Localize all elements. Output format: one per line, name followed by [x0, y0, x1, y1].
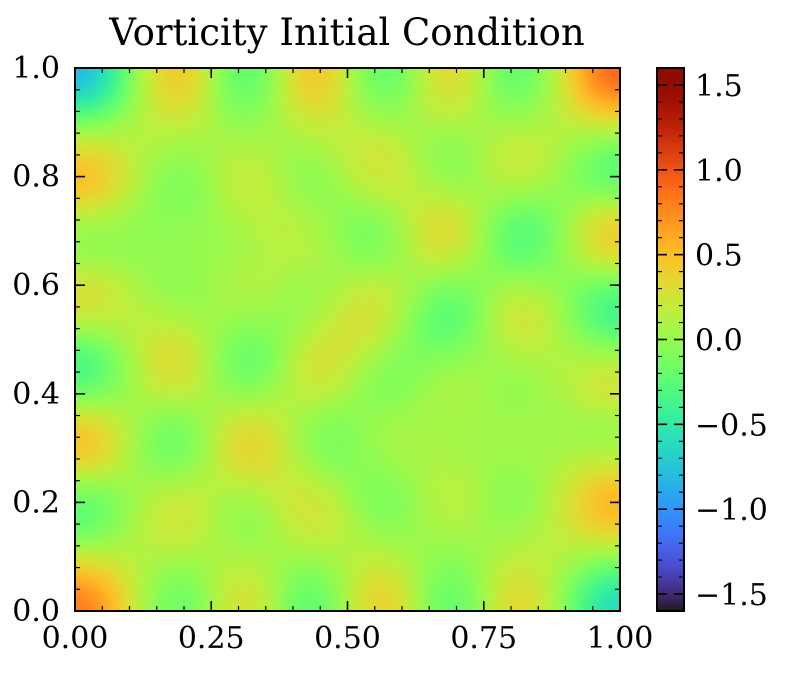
x-tick-label: 0.50	[314, 621, 381, 656]
x-tick-label: 0.75	[450, 621, 517, 656]
x-tick-label: 0.00	[42, 621, 109, 656]
y-tick-label: 0.6	[12, 268, 60, 303]
colorbar-tick-label: 1.5	[695, 69, 743, 104]
x-tick-label: 1.00	[587, 621, 654, 656]
colorbar-tick-label: 1.0	[695, 154, 743, 189]
y-tick-label: 0.0	[12, 594, 60, 629]
y-tick-label: 0.2	[12, 485, 60, 520]
colorbar-tick-label: 0.5	[695, 239, 743, 274]
heatmap-canvas	[75, 68, 620, 611]
y-tick-label: 0.4	[12, 377, 60, 412]
colorbar-tick-label: −0.5	[695, 408, 768, 443]
colorbar-tick-label: 0.0	[695, 324, 743, 359]
x-tick-label: 0.25	[178, 621, 245, 656]
colorbar-layer: 1.5 1.0 0.5 0.0 −0.5 −1.0 −1.5	[657, 67, 768, 613]
colorbar-tick-label: −1.0	[695, 493, 768, 528]
colorbar-tick-label: −1.5	[695, 578, 768, 613]
y-tick-label: 1.0	[12, 51, 60, 86]
axis-layer: 0.00 0.25 0.50 0.75 1.00 0.0 0.2 0.4 0.6 0.8 1.0	[12, 51, 653, 656]
y-tick-label: 0.8	[12, 160, 60, 195]
chart-title: Vorticity Initial Condition	[108, 11, 584, 54]
heatmap-area	[75, 68, 620, 611]
